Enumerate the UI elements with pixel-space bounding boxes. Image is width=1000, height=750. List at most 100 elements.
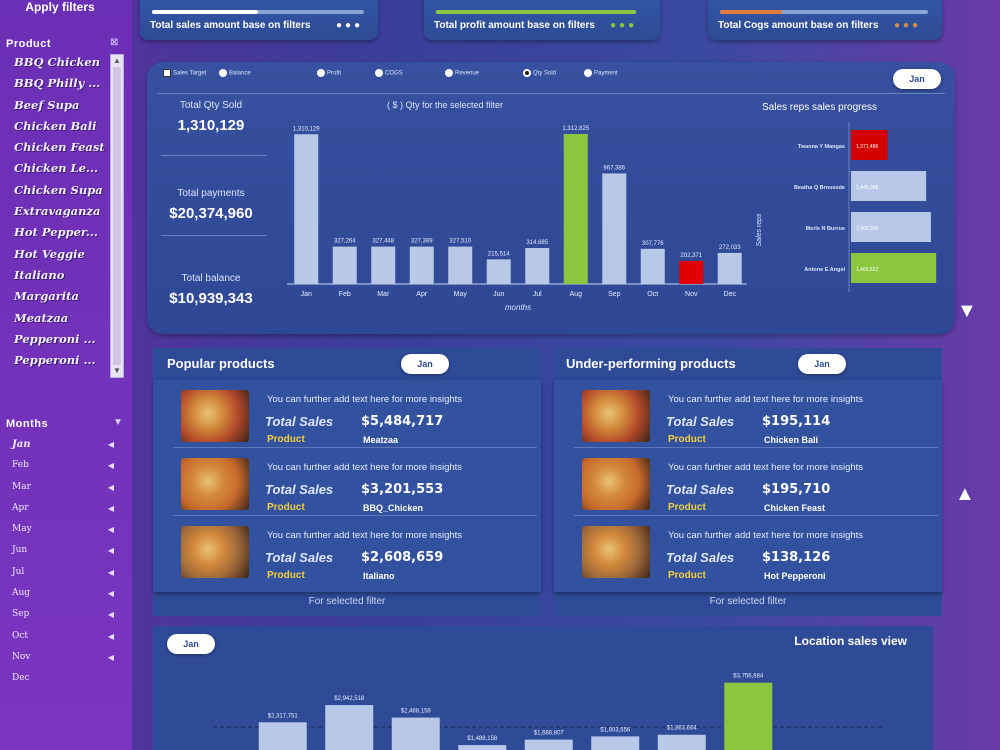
product-slicer-item[interactable]: BBQ Chicken [14,55,100,69]
month-slicer-item[interactable]: Sep ◀ [6,604,126,625]
month-label: Mar [12,481,31,492]
product-label: Product [267,502,305,513]
month-slicer-item[interactable]: Oct ◀ [6,626,126,647]
pointer-icon: ◀ [107,525,114,535]
product-list: You can further add text here for more i… [153,380,541,592]
tick-label: Oct [647,291,658,298]
legend-balance[interactable]: Balance [219,69,251,77]
month-slicer-item[interactable]: Mar ◀ [6,477,126,498]
month-slicer-item[interactable]: May ◀ [6,519,126,540]
legend-payment[interactable]: Payment [584,69,618,77]
data-label: 1,312,825 [562,126,589,132]
product-name: Chicken Feast [764,503,826,513]
month-slicer-item[interactable]: Nov ◀ [6,647,126,668]
data-label: 307,776 [642,241,664,247]
kpi-progress-track [152,10,364,14]
filter-icon[interactable]: ▼ [113,417,123,428]
kpi-sales-card: Total sales amount base on filters ●●● [140,0,378,40]
month-slicer-item[interactable]: Jan ◀ [6,434,126,455]
product-slicer-item[interactable]: Hot Veggie [14,246,85,261]
month-label: Sep [12,609,30,620]
product-slicer-item[interactable]: Pepperoni ... [14,331,96,346]
radio-icon[interactable] [317,69,325,77]
scroll-up-icon[interactable]: ▲ [955,483,975,505]
bar [679,260,704,284]
total-sales-amount: $195,114 [762,414,831,429]
total-sales-amount: $3,201,553 [361,482,444,497]
scroll-up-icon[interactable]: ▲ [113,56,121,65]
bar [458,745,507,750]
product-list: You can further add text here for more i… [554,380,942,592]
more-dots-icon[interactable]: ●●● [336,20,364,31]
radio-icon[interactable] [375,69,383,77]
product-slicer-item[interactable]: Pepperoni ... [14,353,96,368]
month-pill[interactable]: Jan [893,69,941,89]
clear-filter-icon[interactable]: ⊠ [110,37,119,48]
product-slicer-item[interactable]: Hot Pepper... [14,225,98,240]
pizza-image [582,458,650,510]
scroll-thumb[interactable] [113,67,121,365]
kpi-progress-fill [720,10,783,14]
product-slicer-item[interactable]: Meatzaa [14,310,69,325]
total-sales-label: Total Sales [666,414,735,429]
product-row: You can further add text here for more i… [554,380,942,448]
month-slicer-item[interactable]: Feb ◀ [6,455,126,476]
legend-cogs[interactable]: COGS [375,69,403,77]
bar [258,722,307,750]
bar [486,259,511,284]
month-slicer-item[interactable]: Dec [6,668,126,689]
scroll-down-icon[interactable]: ▼ [113,366,121,375]
month-pill[interactable]: Jan [167,634,215,654]
legend-sales-target[interactable]: Sales Target [163,69,206,77]
legend-label: Revenue [455,70,480,77]
radio-icon[interactable] [445,69,453,77]
radio-icon[interactable] [219,69,227,77]
product-slicer-item[interactable]: Chicken Bali [14,118,97,133]
product-slicer-item[interactable]: Chicken Feast [14,140,105,155]
bar [591,736,640,750]
month-label: Oct [12,630,29,641]
radio-icon[interactable] [584,69,592,77]
product-slicer-item[interactable]: Italiano [14,267,65,282]
month-pill[interactable]: Jan [401,354,449,374]
kpi-label: Total profit amount base on filters [434,20,595,31]
month-pill[interactable]: Jan [798,354,846,374]
more-dots-icon[interactable]: ●●● [610,20,638,31]
legend-label: COGS [385,70,403,77]
bar [851,212,931,242]
product-scrollbar[interactable]: ▲ ▼ [110,54,124,378]
pizza-image [181,390,249,442]
pointer-icon: ◀ [107,589,114,599]
scroll-down-icon[interactable]: ▼ [957,300,977,322]
total-sales-amount: $2,608,659 [361,550,444,565]
product-slicer-item[interactable]: Chicken Le... [14,161,98,176]
month-slicer-item[interactable]: Aug ◀ [6,583,126,604]
total-qty-block: Total Qty Sold 1,310,129 [155,100,267,134]
product-slicer-item[interactable]: Margarita [14,289,79,304]
product-slicer-item[interactable]: Extravaganza [14,204,101,219]
location-sales-panel: Jan Location sales view $846,406$2,317,7… [153,626,933,750]
legend-profit[interactable]: Profit [317,69,341,77]
checkbox-icon[interactable] [163,69,171,77]
product-slicer-item[interactable]: Chicken Supa [14,182,103,197]
bar [717,252,742,284]
radio-selected-icon[interactable] [523,69,531,77]
product-slicer-item[interactable]: BBQ Philly ... [14,76,101,91]
bar [448,246,473,284]
bar [851,253,937,283]
month-slicer-item[interactable]: Jul ◀ [6,562,126,583]
bar [391,717,440,750]
pizza-image [582,390,650,442]
month-slicer-item[interactable]: Apr ◀ [6,498,126,519]
kpi-progress-track [436,10,636,14]
month-slicer-item[interactable]: Jun ◀ [6,540,126,561]
legend-revenue[interactable]: Revenue [445,69,479,77]
data-label: $2,317,751 [268,713,299,719]
bar [724,682,773,750]
bar [294,134,319,284]
sales-reps-chart: Sales reps sales progress Sales reps 1,371… [756,102,937,292]
legend-qty-sold[interactable]: Qty Sold [523,69,556,77]
tick-label: Jun [493,291,504,298]
product-slicer-item[interactable]: Beef Supa [14,97,80,112]
more-dots-icon[interactable]: ●●● [894,20,922,31]
